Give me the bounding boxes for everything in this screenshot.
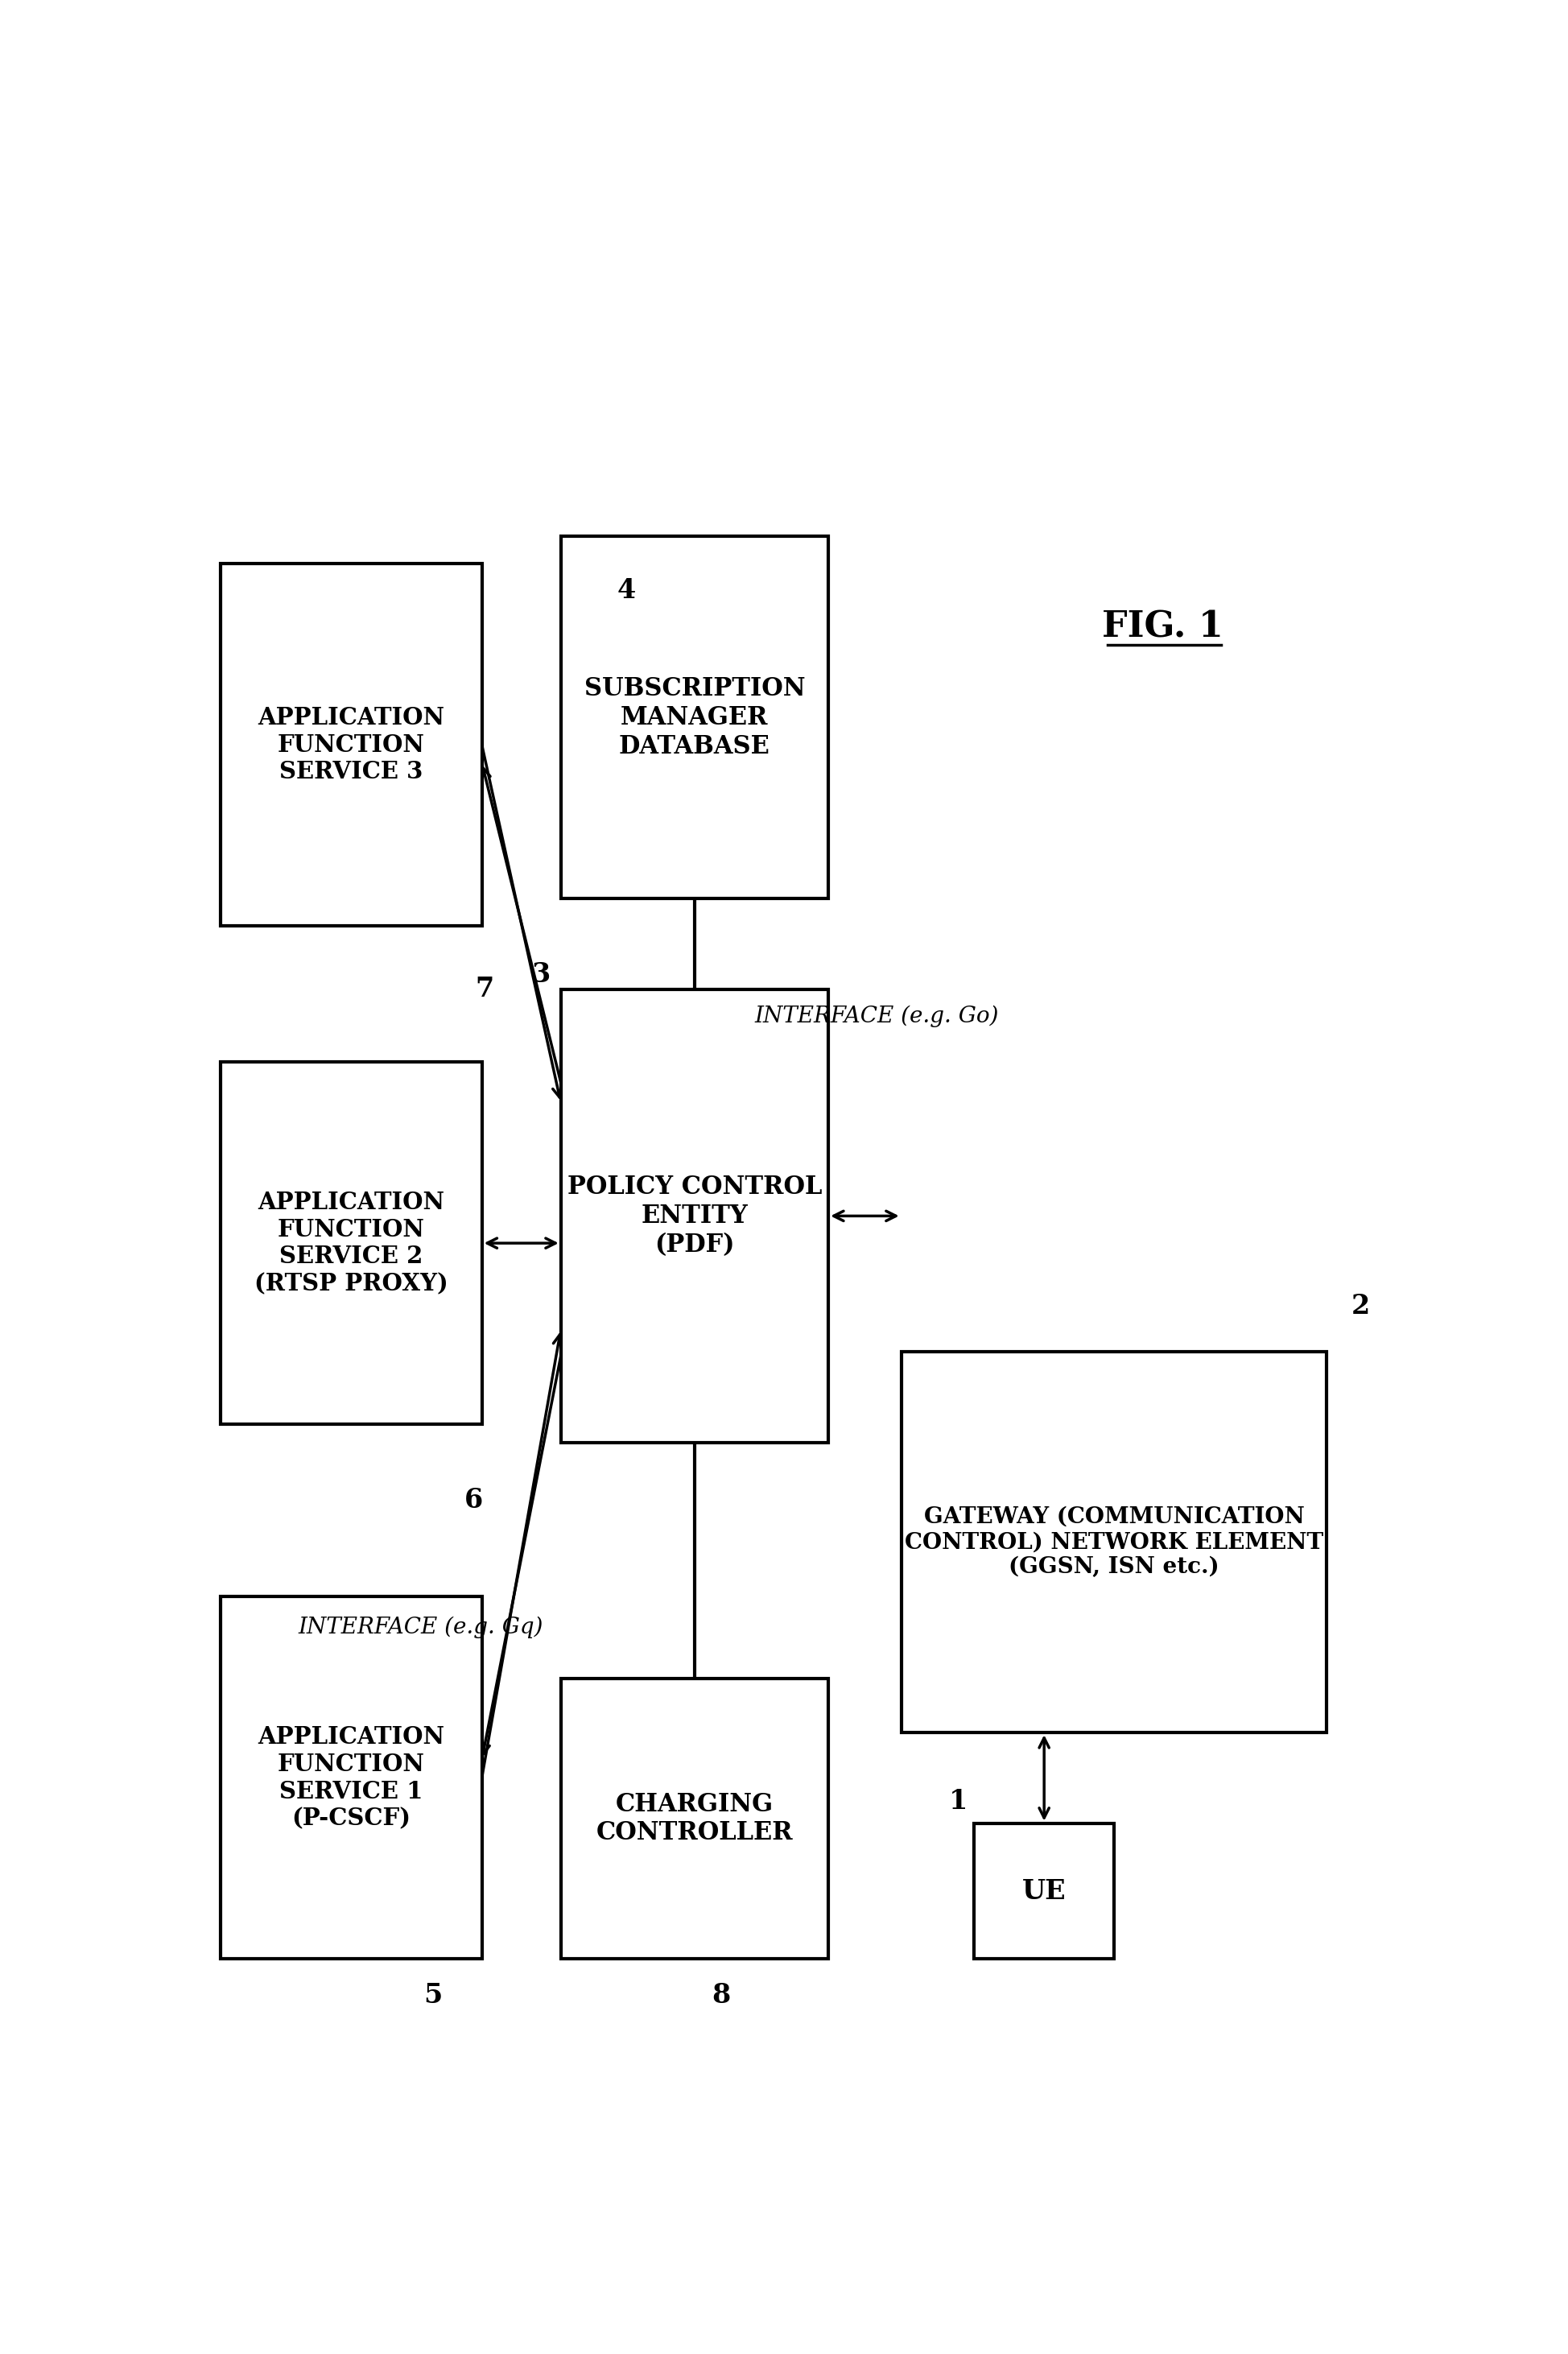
Text: 7: 7	[475, 977, 494, 1003]
FancyBboxPatch shape	[220, 1596, 481, 1959]
FancyBboxPatch shape	[900, 1351, 1327, 1733]
Text: APPLICATION
FUNCTION
SERVICE 2
(RTSP PROXY): APPLICATION FUNCTION SERVICE 2 (RTSP PRO…	[254, 1191, 448, 1295]
Text: 5: 5	[423, 1982, 442, 2008]
FancyBboxPatch shape	[220, 1062, 481, 1424]
FancyBboxPatch shape	[561, 1678, 828, 1959]
Text: GATEWAY (COMMUNICATION
CONTROL) NETWORK ELEMENT
(GGSN, ISN etc.): GATEWAY (COMMUNICATION CONTROL) NETWORK …	[905, 1507, 1323, 1577]
Text: APPLICATION
FUNCTION
SERVICE 1
(P-CSCF): APPLICATION FUNCTION SERVICE 1 (P-CSCF)	[257, 1725, 444, 1829]
FancyBboxPatch shape	[561, 989, 828, 1443]
Text: FIG. 1: FIG. 1	[1101, 610, 1223, 645]
Text: 4: 4	[616, 577, 635, 605]
Text: 8: 8	[712, 1982, 731, 2008]
FancyBboxPatch shape	[220, 563, 481, 925]
Text: 3: 3	[532, 960, 550, 989]
Text: 2: 2	[1350, 1292, 1369, 1321]
FancyBboxPatch shape	[974, 1822, 1113, 1959]
Text: INTERFACE (e.g. Gq): INTERFACE (e.g. Gq)	[298, 1617, 543, 1638]
Text: SUBSCRIPTION
MANAGER
DATABASE: SUBSCRIPTION MANAGER DATABASE	[583, 676, 804, 758]
FancyBboxPatch shape	[561, 537, 828, 899]
Text: 1: 1	[949, 1789, 967, 1815]
Text: APPLICATION
FUNCTION
SERVICE 3: APPLICATION FUNCTION SERVICE 3	[257, 706, 444, 784]
Text: UE: UE	[1022, 1878, 1066, 1904]
Text: CHARGING
CONTROLLER: CHARGING CONTROLLER	[596, 1791, 793, 1846]
Text: 6: 6	[464, 1488, 483, 1514]
Text: INTERFACE (e.g. Go): INTERFACE (e.g. Go)	[754, 1005, 999, 1029]
Text: POLICY CONTROL
ENTITY
(PDF): POLICY CONTROL ENTITY (PDF)	[568, 1175, 822, 1257]
